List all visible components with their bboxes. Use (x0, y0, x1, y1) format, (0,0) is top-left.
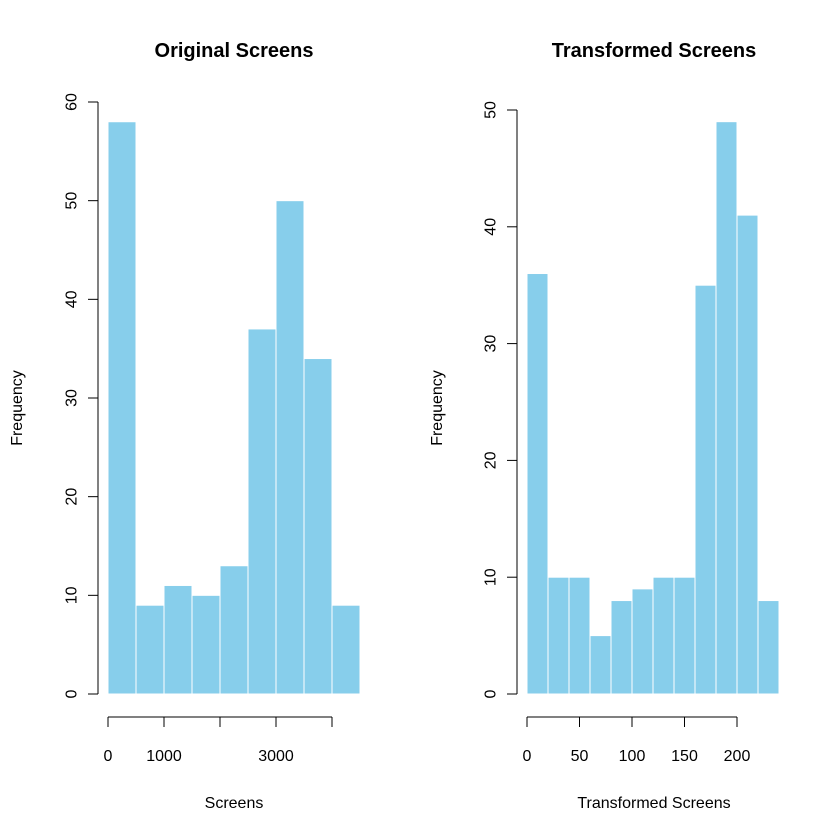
histogram-bar (331, 604, 361, 695)
histogram-panel-transformed: Transformed Screens Transformed Screens … (429, 40, 780, 812)
y-tick-label: 0 (64, 689, 81, 698)
y-tick-label: 10 (483, 568, 500, 586)
x-tick-label: 3000 (258, 748, 294, 765)
histogram-bar (247, 328, 277, 695)
y-axis: 0 10 20 30 40 50 (483, 101, 518, 698)
chart-title: Original Screens (155, 40, 314, 62)
x-axis: 0 50 100 150 200 (523, 716, 751, 765)
y-tick-label: 40 (64, 290, 81, 308)
x-axis-label: Screens (205, 795, 264, 812)
histogram-bar (526, 273, 549, 695)
y-axis-label: Frequency (9, 370, 26, 446)
histogram-bar (191, 594, 221, 695)
x-axis: 0 1000 3000 (104, 716, 333, 765)
x-tick-label: 1000 (146, 748, 182, 765)
histogram-bar (163, 584, 193, 695)
histogram-bar (673, 576, 696, 695)
x-tick-label: 100 (619, 748, 646, 765)
histogram-bar (568, 576, 591, 695)
histogram-bar (275, 200, 305, 695)
x-tick-label: 0 (523, 748, 532, 765)
chart-title: Transformed Screens (552, 40, 757, 62)
bars-group (526, 121, 780, 695)
histogram-bar (219, 565, 249, 695)
histogram-panel-original: Original Screens Screens Frequency 0 1000… (9, 40, 361, 812)
histogram-bar (757, 600, 780, 695)
histogram-bar (135, 604, 165, 695)
y-tick-label: 40 (483, 218, 500, 236)
y-tick-label: 30 (64, 389, 81, 407)
x-axis-label: Transformed Screens (577, 795, 730, 812)
x-tick-label: 50 (571, 748, 589, 765)
histogram-bar (631, 588, 654, 695)
histogram-bar (715, 121, 738, 695)
histogram-bar (547, 576, 570, 695)
bars-group (107, 121, 361, 695)
histogram-bar (694, 284, 717, 695)
x-tick-label: 0 (104, 748, 113, 765)
y-tick-label: 60 (64, 93, 81, 111)
histogram-bar (107, 121, 137, 695)
y-tick-label: 20 (64, 488, 81, 506)
y-tick-label: 50 (64, 192, 81, 210)
x-tick-label: 150 (671, 748, 698, 765)
y-tick-label: 30 (483, 335, 500, 353)
y-tick-label: 10 (64, 586, 81, 604)
y-tick-label: 20 (483, 451, 500, 469)
y-axis: 0 10 20 30 40 50 60 (64, 93, 99, 698)
histogram-bar (736, 214, 759, 695)
histogram-bar (652, 576, 675, 695)
y-axis-label: Frequency (429, 370, 446, 446)
y-tick-label: 50 (483, 101, 500, 119)
y-tick-label: 0 (483, 689, 500, 698)
histogram-bar (303, 358, 333, 695)
histogram-bar (589, 635, 612, 695)
histogram-bar (610, 600, 633, 695)
x-tick-label: 200 (724, 748, 751, 765)
